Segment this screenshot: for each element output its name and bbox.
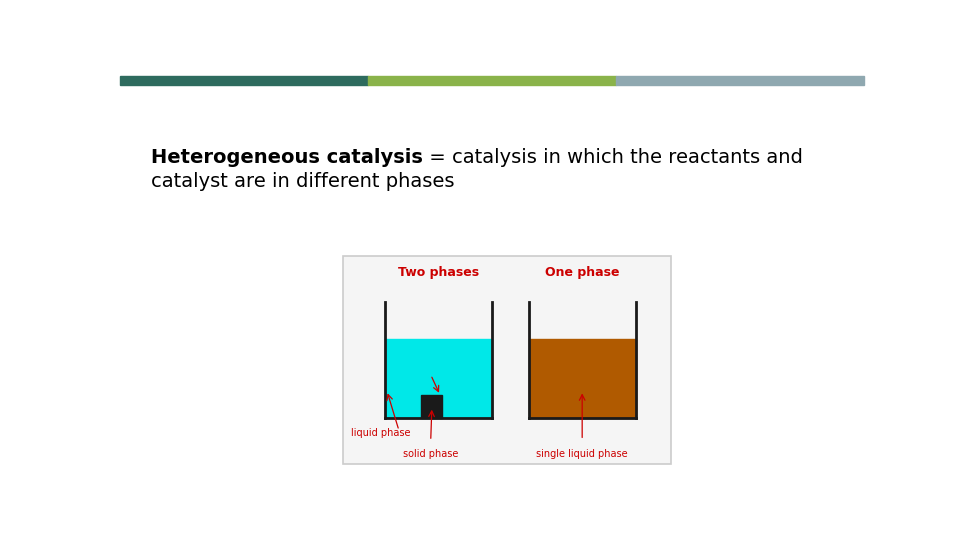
Text: = catalysis in which the reactants and: = catalysis in which the reactants and	[423, 148, 803, 167]
Bar	[368, 76, 615, 85]
Text: single liquid phase: single liquid phase	[537, 449, 628, 458]
Bar	[421, 395, 443, 418]
Bar	[385, 339, 492, 418]
Text: catalyst are in different phases: catalyst are in different phases	[152, 172, 455, 191]
Text: Heterogeneous catalysis: Heterogeneous catalysis	[152, 148, 423, 167]
Bar	[529, 339, 636, 418]
Bar	[344, 256, 670, 464]
Text: liquid phase: liquid phase	[350, 428, 410, 438]
Text: One phase: One phase	[545, 266, 619, 279]
Text: Two phases: Two phases	[397, 266, 479, 279]
Bar	[615, 76, 864, 85]
Bar	[120, 76, 368, 85]
Text: solid phase: solid phase	[403, 449, 458, 458]
